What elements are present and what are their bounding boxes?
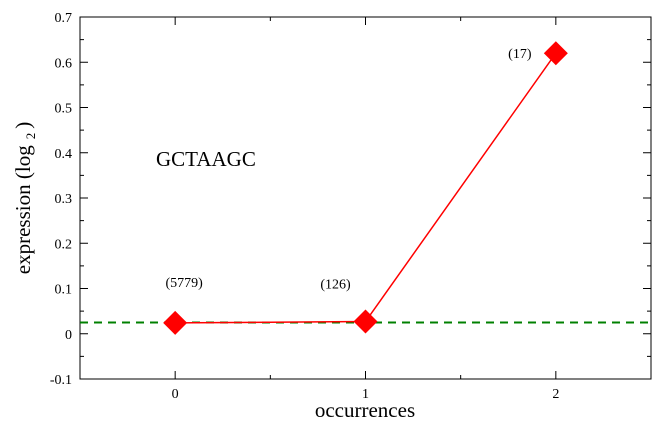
point-label: (126) bbox=[320, 278, 351, 293]
y-tick-label: -0.1 bbox=[50, 373, 72, 388]
x-axis-title: occurrences bbox=[315, 398, 415, 422]
y-axis-title: expression (log 2) bbox=[11, 122, 38, 274]
plot-frame bbox=[79, 16, 652, 380]
y-tick-label: 0.3 bbox=[55, 192, 73, 207]
motif-annotation: GCTAAGC bbox=[156, 147, 256, 171]
y-tick-label: 0.2 bbox=[55, 237, 73, 252]
y-tick-label: 0.5 bbox=[55, 102, 73, 117]
y-tick-label: 0 bbox=[65, 328, 72, 343]
series: (5779) (126) (17) bbox=[163, 41, 568, 335]
data-point bbox=[163, 310, 188, 335]
ticks bbox=[80, 16, 651, 380]
y-axis-title-subscript: 2 bbox=[23, 133, 38, 140]
y-tick-label: 0.1 bbox=[55, 283, 73, 298]
y-axis-title-main: expression (log bbox=[11, 145, 35, 274]
x-tick-label: 0 bbox=[172, 387, 179, 402]
data-point bbox=[353, 309, 378, 334]
y-tick-label: 0.6 bbox=[55, 56, 73, 71]
y-tick-label: 0.4 bbox=[55, 147, 73, 162]
point-label: (5779) bbox=[166, 276, 204, 291]
y-tick-label: 0.7 bbox=[55, 11, 73, 26]
series-line bbox=[175, 52, 557, 324]
tick-labels: -0.1 0 0.1 0.2 0.3 0.4 0.5 0.6 0.7 0 1 2 bbox=[50, 11, 560, 402]
data-point bbox=[543, 41, 568, 66]
point-label: (17) bbox=[508, 47, 532, 62]
x-tick-label: 2 bbox=[552, 387, 559, 402]
y-axis-title-close: ) bbox=[11, 122, 35, 129]
x-tick-label: 1 bbox=[362, 387, 369, 402]
